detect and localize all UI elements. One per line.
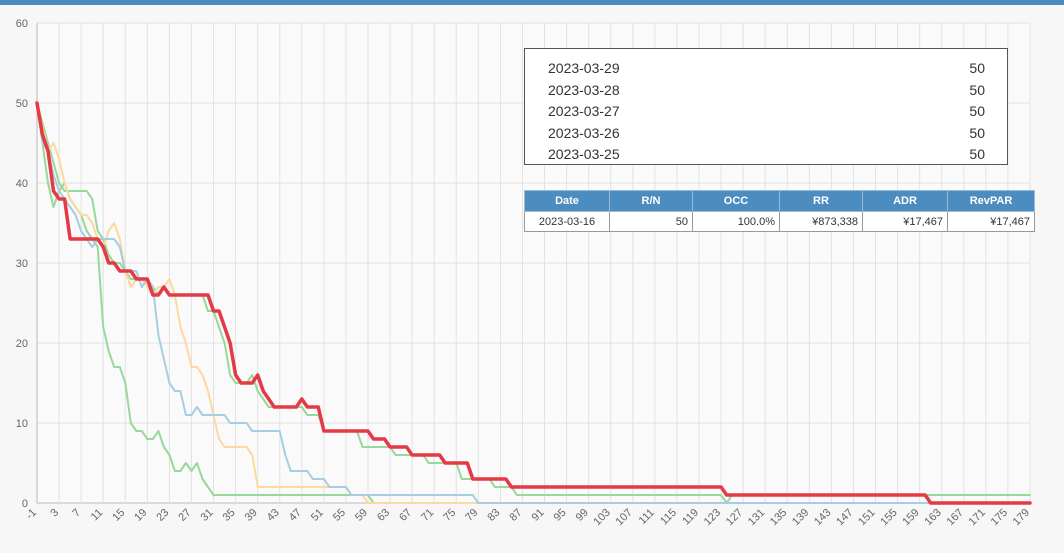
legend-value: 50 [969,146,985,162]
x-tick-label: 39 [243,507,260,524]
x-axis-ticks: -1 3 7 11 15 19 23 27 31 35 39 43 47 51 55 59 63 67 71 75 79… [24,507,1032,528]
x-tick-label: 179 [1011,507,1032,528]
legend-entry: 2023-03-26 50 [525,123,1007,145]
legend-value: 50 [969,60,985,76]
y-axis-ticks: 0 10 20 30 40 50 60 [16,18,28,510]
y-tick-label: 10 [16,418,28,430]
legend-date: 2023-03-28 [548,81,620,98]
stats-cell: ¥17,467 [947,211,1035,232]
y-tick-label: 30 [16,258,28,270]
series-line-5 [35,101,1032,505]
y-tick-label: 40 [16,178,28,190]
x-tick-label: 139 [790,507,811,528]
x-tick-label: 47 [287,507,304,524]
stats-cell: ¥17,467 [862,211,948,232]
x-tick-label: 79 [463,507,480,524]
legend-value: 50 [969,81,985,98]
series-line-4 [36,102,1031,504]
legend-value: 50 [969,103,985,119]
x-tick-label: 75 [441,507,458,524]
x-tick-label: 3 [48,507,61,520]
legend-date: 2023-03-27 [548,103,620,119]
x-tick-label: 27 [176,507,193,524]
x-tick-label: 15 [110,507,127,524]
x-tick-label: 67 [397,507,414,524]
stats-cell: 2023-03-16 [524,211,610,232]
legend-entry: 2023-03-25 50 [525,144,1007,166]
x-tick-label: 115 [658,507,679,528]
x-tick-label: 91 [530,507,547,524]
chart-series [35,101,1032,505]
x-tick-label: 111 [637,507,657,527]
legend-value: 50 [969,124,985,141]
y-tick-label: 0 [22,498,28,510]
x-tick-label: 35 [221,507,238,524]
legend-entry: 2023-03-27 50 [525,101,1007,123]
series-line-3 [36,102,1031,504]
x-tick-label: 167 [944,507,965,528]
x-tick-label: 31 [199,507,216,524]
stats-table: Date R/N OCC RR ADR RevPAR 2023-03-16 50 100.0%… [524,190,1035,232]
x-tick-label: 23 [154,507,171,524]
x-tick-label: 71 [419,507,436,524]
x-tick-label: 43 [265,507,282,524]
x-tick-label: 19 [132,507,149,524]
stats-cell: 100.0% [692,211,780,232]
x-tick-label: 143 [812,507,833,528]
stats-header-row: Date R/N OCC RR ADR RevPAR [524,190,1035,212]
x-tick-label: 127 [724,507,745,528]
x-tick-label: 123 [702,507,723,528]
x-tick-label: 87 [507,507,524,524]
x-tick-label: 151 [856,507,877,528]
x-tick-label: 51 [309,507,326,524]
stats-cell: 50 [609,211,693,232]
stats-header-cell: RR [779,190,863,212]
stats-cell: ¥873,338 [779,211,863,232]
y-tick-label: 60 [16,18,28,30]
x-tick-label: 103 [591,507,612,528]
y-tick-label: 20 [16,338,28,350]
legend-date: 2023-03-29 [548,60,620,76]
x-tick-label: 59 [353,507,370,524]
stats-header-cell: OCC [692,190,780,212]
legend-date: 2023-03-25 [548,146,620,162]
x-tick-label: 155 [878,507,899,528]
x-tick-label: 135 [768,507,789,528]
stats-header-cell: ADR [862,190,948,212]
stats-row: 2023-03-16 50 100.0% ¥873,338 ¥17,467 ¥17,467 [524,211,1035,232]
x-tick-label: 83 [485,507,502,524]
x-tick-label: 55 [331,507,348,524]
x-tick-label: 175 [989,507,1010,528]
x-tick-label: 119 [680,507,701,528]
x-tick-label: 7 [70,507,83,520]
x-tick-label: 147 [834,507,855,528]
stats-header-cell: RevPAR [947,190,1035,212]
legend-entry: 2023-03-28 50 [525,80,1007,102]
stats-header-cell: Date [524,190,610,212]
x-tick-label: 131 [746,507,767,528]
legend-date: 2023-03-26 [548,124,620,141]
x-tick-label: 11 [89,507,106,524]
x-tick-label: 99 [574,507,591,524]
y-tick-label: 50 [16,98,28,110]
x-tick-label: 95 [552,507,569,524]
legend-entry: 2023-03-29 50 [525,58,1007,80]
x-tick-label: 171 [967,507,988,528]
x-tick-label: 63 [375,507,392,524]
series-line-2 [36,102,1031,504]
x-tick-label: 107 [613,507,634,528]
legend-box: 2023-03-29 50 2023-03-28 50 2023-03-27 50 2023… [524,48,1008,165]
top-accent-bar [0,0,1064,5]
stats-header-cell: R/N [609,190,693,212]
x-tick-label: 163 [922,507,943,528]
x-tick-label: 159 [900,507,921,528]
